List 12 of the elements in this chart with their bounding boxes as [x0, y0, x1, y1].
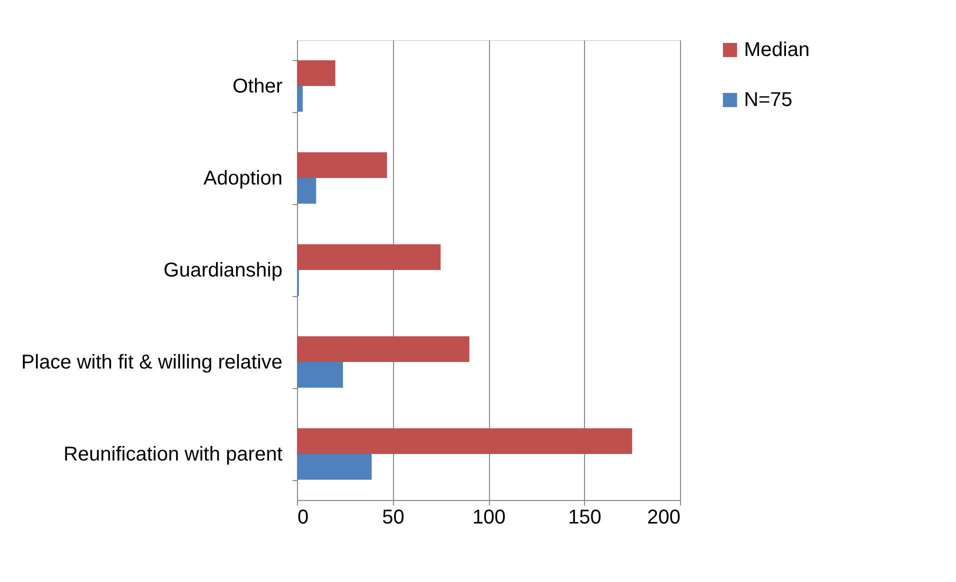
x-tick-label: 150 [568, 506, 602, 528]
y-tick-label: Place with fit & willing relative [21, 352, 282, 374]
legend-label: N=75 [744, 89, 792, 111]
y-tick-label: Other [232, 76, 283, 98]
legend-label: Median [744, 39, 810, 61]
y-tick-label: Reunification with parent [63, 444, 283, 466]
y-tick-label: Guardianship [164, 260, 282, 282]
y-tick-label: Adoption [204, 168, 282, 190]
x-tick-label: 50 [382, 506, 404, 528]
x-tick-label: 100 [472, 506, 506, 528]
x-tick-label: 200 [647, 506, 680, 528]
x-tick-label: 0 [298, 506, 309, 528]
